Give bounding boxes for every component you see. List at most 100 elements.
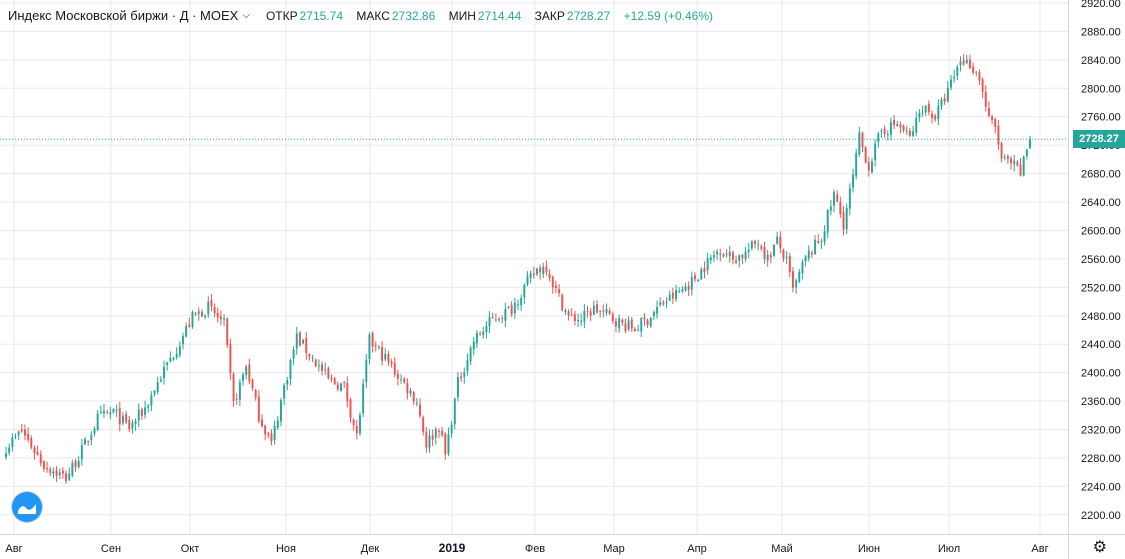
candle[interactable] <box>49 466 52 477</box>
candle[interactable] <box>833 189 836 213</box>
candle[interactable] <box>466 353 469 376</box>
candle[interactable] <box>355 419 358 440</box>
candle[interactable] <box>605 303 608 316</box>
candle[interactable] <box>810 250 813 259</box>
candle[interactable] <box>931 110 934 124</box>
candle[interactable] <box>621 318 624 326</box>
candle[interactable] <box>580 313 583 327</box>
candle[interactable] <box>523 283 526 305</box>
candle[interactable] <box>577 313 580 328</box>
candle[interactable] <box>627 316 630 332</box>
candle[interactable] <box>735 255 738 264</box>
candle[interactable] <box>991 114 994 125</box>
candle[interactable] <box>564 308 567 316</box>
candle[interactable] <box>968 54 971 69</box>
candle[interactable] <box>994 117 997 134</box>
candle[interactable] <box>725 249 728 258</box>
candle[interactable] <box>599 310 602 318</box>
candle[interactable] <box>978 69 981 86</box>
candle[interactable] <box>30 435 33 450</box>
candle[interactable] <box>551 275 554 294</box>
candle[interactable] <box>235 393 238 405</box>
candle[interactable] <box>776 231 779 245</box>
candle[interactable] <box>596 300 598 314</box>
candle[interactable] <box>27 427 30 443</box>
candle[interactable] <box>251 378 254 391</box>
candle[interactable] <box>880 128 883 138</box>
candle[interactable] <box>532 266 535 279</box>
candle[interactable] <box>99 405 102 415</box>
candle[interactable] <box>611 311 614 325</box>
candle[interactable] <box>583 304 586 329</box>
candle[interactable] <box>444 431 447 460</box>
candle[interactable] <box>453 397 456 430</box>
candle[interactable] <box>975 70 978 77</box>
candle[interactable] <box>267 431 270 439</box>
candle[interactable] <box>643 313 646 327</box>
candle[interactable] <box>362 378 365 418</box>
candle[interactable] <box>381 340 384 366</box>
candle[interactable] <box>861 131 864 153</box>
candle[interactable] <box>839 196 842 219</box>
candle[interactable] <box>501 315 504 324</box>
candle[interactable] <box>934 113 937 122</box>
candle[interactable] <box>314 358 317 368</box>
candle[interactable] <box>675 284 678 303</box>
candle[interactable] <box>874 139 877 167</box>
candle[interactable] <box>371 331 374 353</box>
candle[interactable] <box>659 297 662 307</box>
candle[interactable] <box>981 77 984 99</box>
candles-series[interactable] <box>5 54 1031 484</box>
candle[interactable] <box>273 420 276 445</box>
candle[interactable] <box>570 308 573 317</box>
candle[interactable] <box>494 313 497 322</box>
candle[interactable] <box>548 269 551 282</box>
candle[interactable] <box>422 415 425 436</box>
candle[interactable] <box>302 338 305 345</box>
candle[interactable] <box>646 318 649 329</box>
candle[interactable] <box>159 376 162 383</box>
candle[interactable] <box>517 299 519 311</box>
candle[interactable] <box>36 445 39 456</box>
candle[interactable] <box>889 117 892 141</box>
candle[interactable] <box>147 403 150 413</box>
candle[interactable] <box>747 243 750 258</box>
candle[interactable] <box>229 338 232 380</box>
candle[interactable] <box>204 314 207 320</box>
candle[interactable] <box>102 403 105 418</box>
candle[interactable] <box>741 253 744 265</box>
candle[interactable] <box>561 293 564 312</box>
candle[interactable] <box>118 401 121 432</box>
candle[interactable] <box>798 268 801 284</box>
candle[interactable] <box>984 85 987 112</box>
candle[interactable] <box>618 314 621 333</box>
candle[interactable] <box>855 148 858 180</box>
candle[interactable] <box>763 241 766 264</box>
candle[interactable] <box>943 93 946 105</box>
candle[interactable] <box>283 382 286 406</box>
candle[interactable] <box>121 412 124 426</box>
candle[interactable] <box>757 239 760 251</box>
candle[interactable] <box>769 251 772 264</box>
candle[interactable] <box>959 56 962 72</box>
candle[interactable] <box>279 397 282 427</box>
candle[interactable] <box>172 356 175 361</box>
candle[interactable] <box>17 430 20 440</box>
candle[interactable] <box>308 353 311 361</box>
candle[interactable] <box>20 423 23 433</box>
candle[interactable] <box>750 240 753 251</box>
candle[interactable] <box>479 330 482 336</box>
candle[interactable] <box>11 433 14 452</box>
candle[interactable] <box>656 300 659 319</box>
candle[interactable] <box>940 97 943 110</box>
candle[interactable] <box>305 331 308 360</box>
candle[interactable] <box>1016 159 1019 167</box>
candle[interactable] <box>728 245 731 263</box>
candle[interactable] <box>520 294 523 311</box>
candle[interactable] <box>343 381 346 389</box>
candle[interactable] <box>216 307 219 323</box>
candle[interactable] <box>396 369 399 386</box>
candle[interactable] <box>649 317 652 328</box>
candle[interactable] <box>93 426 96 437</box>
candle[interactable] <box>428 429 431 453</box>
